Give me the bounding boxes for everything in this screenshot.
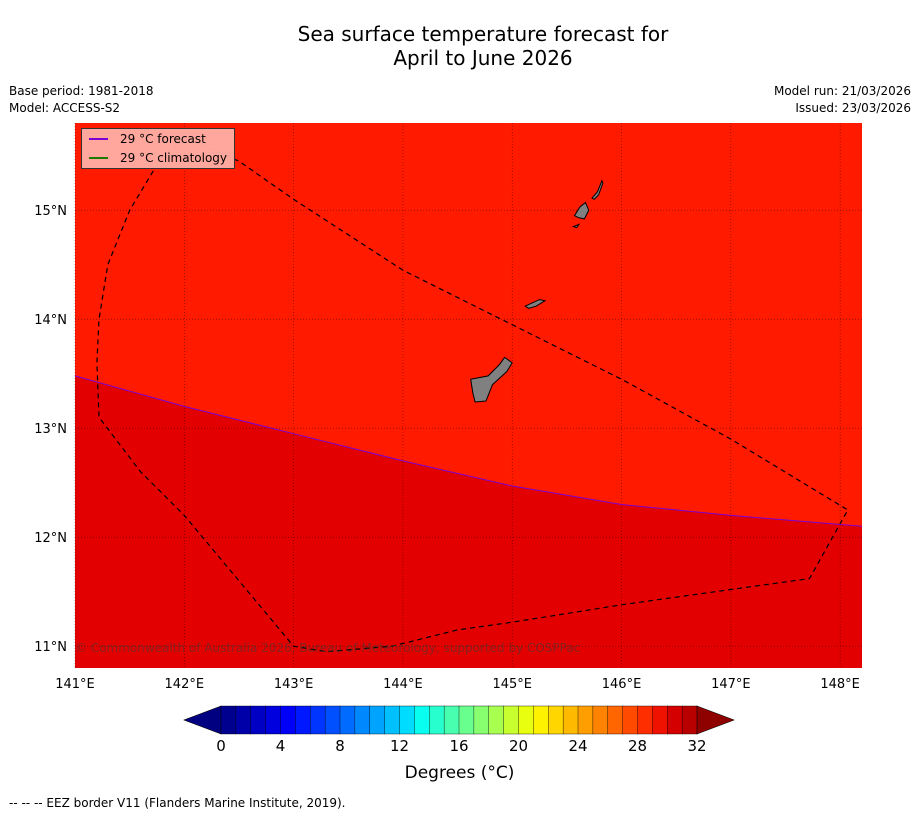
colorbar-tick-label: 20: [509, 737, 528, 755]
lon-tick-label: 148°E: [820, 677, 860, 692]
colorbar-segment: [518, 705, 534, 735]
colorbar-segment: [681, 705, 698, 735]
colorbar-segment: [384, 705, 401, 735]
island: [524, 299, 547, 309]
lat-tick-label: 15°N: [34, 204, 67, 219]
colorbar-segment: [548, 705, 564, 735]
colorbar-segment: [637, 705, 653, 735]
colorbar-segment: [488, 705, 505, 735]
legend: 29 °C forecast 29 °C climatology: [81, 128, 235, 169]
colorbar-segment: [339, 705, 356, 735]
lon-tick-label: 145°E: [492, 677, 532, 692]
colorbar-segment: [622, 705, 639, 735]
colorbar-segment: [280, 705, 296, 735]
colorbar-segment: [533, 705, 549, 735]
colorbar-segment: [592, 705, 609, 735]
lon-tick-label: 144°E: [383, 677, 423, 692]
colorbar-tick-label: 4: [276, 737, 286, 755]
colorbar-segment: [443, 705, 460, 735]
legend-forecast: 29 °C forecast: [89, 130, 206, 148]
colorbar-segment: [220, 705, 237, 735]
chart-title: Sea surface temperature forecast for Apr…: [0, 22, 919, 70]
colorbar-over-arrow: [696, 705, 735, 735]
colorbar-segment: [607, 705, 624, 735]
colorbar-segment: [265, 705, 282, 735]
colorbar-segment: [369, 705, 386, 735]
eez-border: [96, 138, 849, 653]
island: [591, 179, 604, 200]
issued-date: Issued: 23/03/2026: [795, 101, 911, 115]
colorbar-segment: [667, 705, 683, 735]
colorbar-tick-label: 12: [390, 737, 409, 755]
legend-forecast-swatch: [89, 138, 108, 140]
colorbar-tick-label: 0: [216, 737, 226, 755]
lon-tick-label: 142°E: [165, 677, 205, 692]
colorbar-segment: [503, 705, 520, 735]
model-run: Model run: 21/03/2026: [773, 84, 911, 98]
legend-climatology: 29 °C climatology: [89, 149, 227, 167]
colorbar-segment: [458, 705, 475, 735]
footnote: -- -- -- EEZ border V11 (Flanders Marine…: [9, 796, 346, 810]
colorbar-segment: [652, 705, 668, 735]
lon-tick-label: 143°E: [274, 677, 314, 692]
lat-tick-label: 12°N: [34, 531, 67, 546]
lon-tick-label: 146°E: [602, 677, 642, 692]
colorbar-segment: [429, 705, 445, 735]
forecast-isotherm-29c: [74, 375, 863, 527]
colorbar-tick-label: 32: [687, 737, 706, 755]
base-period: Base period: 1981-2018: [9, 84, 154, 98]
colorbar-segment: [235, 705, 252, 735]
cool-zone-fill: [75, 375, 862, 668]
title-line-1: Sea surface temperature forecast for: [297, 22, 669, 46]
colorbar-label: Degrees (°C): [404, 763, 515, 783]
colorbar-segment: [324, 705, 341, 735]
colorbar-tick-label: 8: [335, 737, 345, 755]
legend-climatology-swatch: [89, 157, 108, 159]
colorbar-tick-label: 24: [568, 737, 587, 755]
colorbar-segment: [354, 705, 371, 735]
lat-tick-label: 14°N: [34, 313, 67, 328]
colorbar-under-arrow: [183, 705, 222, 735]
meta-left: Base period: 1981-2018 Model: ACCESS-S2: [9, 83, 154, 117]
colorbar-segment: [414, 705, 430, 735]
meta-right: Model run: 21/03/2026 Issued: 23/03/2026: [774, 83, 911, 117]
legend-climatology-label: 29 °C climatology: [120, 151, 228, 165]
colorbar-segment: [310, 705, 326, 735]
lat-tick-label: 11°N: [34, 640, 67, 655]
lat-tick-label: 13°N: [34, 422, 67, 437]
legend-forecast-label: 29 °C forecast: [120, 132, 206, 146]
colorbar-segment: [473, 705, 490, 735]
island: [470, 356, 513, 403]
colorbar-tick-label: 28: [628, 737, 647, 755]
lon-tick-label: 147°E: [711, 677, 751, 692]
model-name: Model: ACCESS-S2: [9, 101, 121, 115]
colorbar-segment: [295, 705, 311, 735]
colorbar-segment: [250, 705, 267, 735]
colorbar-segment: [577, 705, 594, 735]
title-line-2: April to June 2026: [393, 46, 573, 70]
colorbar-tick-label: 16: [449, 737, 468, 755]
colorbar-segment: [562, 705, 579, 735]
copyright-notice: © Commonwealth of Australia 2026, Bureau…: [75, 641, 581, 655]
lon-tick-label: 141°E: [55, 677, 95, 692]
colorbar-segment: [399, 705, 415, 735]
island: [571, 223, 581, 229]
island: [573, 201, 590, 220]
